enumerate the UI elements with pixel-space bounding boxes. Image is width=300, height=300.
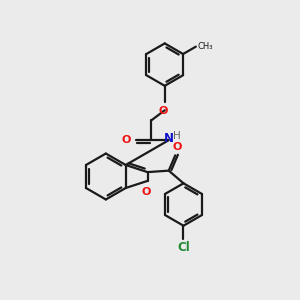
Text: O: O bbox=[172, 142, 182, 152]
Text: CH₃: CH₃ bbox=[198, 42, 213, 51]
Text: H: H bbox=[173, 131, 181, 141]
Text: O: O bbox=[141, 188, 151, 197]
Text: O: O bbox=[159, 106, 168, 116]
Text: O: O bbox=[122, 135, 131, 145]
Text: Cl: Cl bbox=[177, 241, 190, 254]
Text: N: N bbox=[164, 132, 174, 145]
